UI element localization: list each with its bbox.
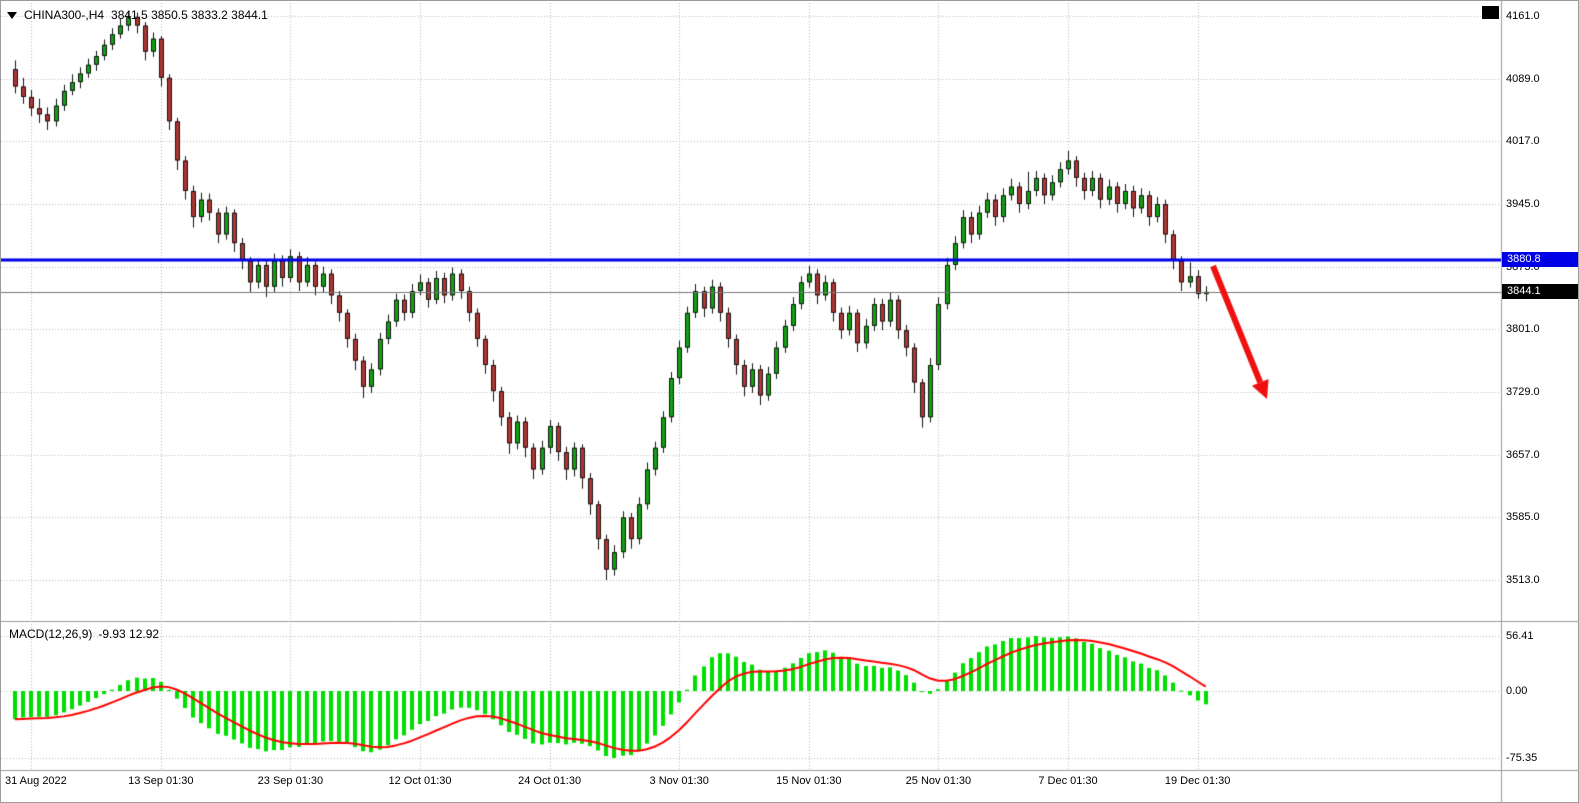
price-axis-label: 4161.0 (1506, 10, 1540, 22)
price-axis-label: 4017.0 (1506, 135, 1540, 148)
indicator-name: MACD(12,26,9) (9, 627, 93, 641)
time-axis-label: 7 Dec 01:30 (1038, 775, 1098, 787)
ohlc-values: 3841.5 3850.5 3833.2 3844.1 (111, 8, 268, 22)
symbol-period: CHINA300-,H4 (24, 8, 105, 22)
hline-price-badge: 3880.8 (1502, 252, 1578, 267)
time-axis-label: 15 Nov 01:30 (776, 775, 842, 787)
triangle-down-icon[interactable] (7, 11, 17, 19)
indicator-axis-label: -75.35 (1506, 752, 1538, 764)
time-axis-label: 19 Dec 01:30 (1164, 775, 1231, 787)
price-axis-label: 3585.0 (1506, 511, 1540, 524)
indicator-axis-label: 0.00 (1506, 685, 1528, 697)
chart-info-line: CHINA300-,H4 3841.5 3850.5 3833.2 3844.1 (7, 8, 268, 22)
price-axis-label: 3657.0 (1506, 448, 1540, 461)
time-axis-label: 31 Aug 2022 (5, 775, 67, 787)
price-axis-label: 3513.0 (1506, 574, 1540, 587)
indicator-label: MACD(12,26,9) -9.93 12.92 (9, 627, 159, 641)
time-axis-label: 25 Nov 01:30 (905, 775, 972, 787)
time-axis-label: 24 Oct 01:30 (518, 775, 582, 787)
time-axis-label: 13 Sep 01:30 (128, 775, 194, 787)
last-price-badge: 3844.1 (1502, 284, 1578, 299)
price-axis[interactable]: 4161.04089.04017.03945.03873.03801.03729… (1502, 1, 1578, 770)
time-axis-label: 12 Oct 01:30 (388, 775, 452, 787)
indicator-axis-label: 56.41 (1506, 630, 1534, 642)
indicator-values: -9.93 12.92 (98, 627, 160, 641)
price-axis-label: 3729.0 (1506, 386, 1540, 398)
time-axis[interactable]: 31 Aug 2022 13 Sep 01:30 23 Sep 01:30 12 Oc… (1, 771, 1501, 802)
price-axis-label: 3801.0 (1506, 323, 1540, 336)
time-axis-label: 23 Sep 01:30 (257, 775, 324, 787)
price-axis-label: 4089.0 (1506, 72, 1540, 85)
price-axis-label: 3945.0 (1506, 198, 1540, 210)
chart-shift-marker[interactable] (1482, 6, 1499, 19)
time-axis-label: 3 Nov 01:30 (649, 775, 709, 787)
